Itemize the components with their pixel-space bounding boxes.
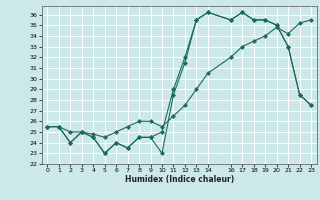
X-axis label: Humidex (Indice chaleur): Humidex (Indice chaleur): [124, 175, 234, 184]
